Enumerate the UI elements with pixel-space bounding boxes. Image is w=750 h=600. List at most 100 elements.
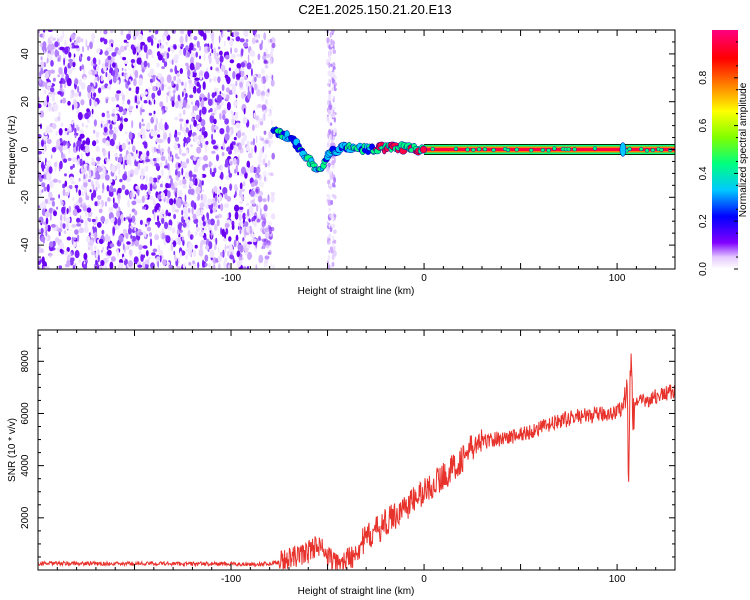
noise-blob <box>213 76 217 83</box>
noise-blob <box>234 183 238 192</box>
noise-blob <box>102 167 106 176</box>
noise-blob <box>86 164 90 171</box>
noise-blob <box>64 128 68 132</box>
noise-blob <box>40 162 44 169</box>
noise-blob <box>141 118 144 123</box>
noise-blob <box>184 194 187 202</box>
noise-blob <box>52 77 56 82</box>
colorbar-axis: 0.0 0.2 0.4 0.6 0.8 <box>698 41 738 276</box>
noise-blob <box>163 238 166 246</box>
noise-blob <box>103 30 108 35</box>
noise-blob <box>124 45 127 51</box>
noise-blob <box>193 218 199 224</box>
noise-blob <box>330 38 333 46</box>
noise-blob <box>223 232 227 239</box>
noise-blob <box>92 189 97 198</box>
noise-blob <box>226 76 231 85</box>
noise-blob <box>43 30 46 33</box>
noise-blob <box>186 65 190 71</box>
noise-blob <box>46 57 49 64</box>
noise-blob <box>194 77 200 81</box>
noise-blob <box>209 167 212 175</box>
noise-blob <box>159 101 164 108</box>
noise-blob <box>255 135 258 144</box>
noise-blob <box>199 75 203 80</box>
noise-blob <box>331 71 335 76</box>
noise-blob <box>74 229 79 235</box>
noise-blob <box>185 45 189 51</box>
noise-blob <box>233 100 238 108</box>
noise-blob <box>158 122 163 130</box>
noise-blob <box>328 90 332 95</box>
noise-blob <box>233 136 237 141</box>
noise-blob <box>207 226 212 231</box>
noise-blob <box>208 241 213 250</box>
noise-blob <box>68 205 72 213</box>
noise-blob <box>109 190 114 197</box>
noise-blob <box>258 181 265 188</box>
noise-blob <box>226 146 231 152</box>
noise-blob <box>116 210 120 218</box>
noise-blob <box>261 68 266 75</box>
noise-blob <box>97 165 102 173</box>
noise-blob <box>181 81 184 86</box>
noise-blob <box>77 158 80 163</box>
noise-blob <box>178 147 182 155</box>
noise-blob <box>196 146 202 154</box>
noise-blob <box>130 234 133 239</box>
noise-blob <box>220 64 226 72</box>
noise-blob <box>261 40 264 45</box>
noise-blob <box>112 226 116 235</box>
noise-blob <box>181 216 184 224</box>
signal-blob <box>566 147 571 152</box>
noise-blob <box>108 235 111 242</box>
noise-blob <box>109 178 113 183</box>
noise-blob <box>192 105 195 113</box>
noise-blob <box>123 39 128 43</box>
noise-blob <box>106 159 108 165</box>
noise-blob <box>163 61 168 67</box>
noise-blob <box>94 245 97 250</box>
noise-blob <box>86 108 90 113</box>
noise-blob <box>142 123 145 127</box>
noise-blob <box>200 100 205 108</box>
signal-blob <box>540 148 545 153</box>
noise-blob <box>254 34 259 40</box>
noise-blob <box>83 181 88 188</box>
noise-blob <box>239 260 243 264</box>
noise-blob <box>231 85 236 95</box>
noise-blob <box>331 164 335 169</box>
noise-blob <box>196 141 201 145</box>
colorbar-tick-label: 0.4 <box>698 166 709 180</box>
noise-blob <box>229 183 233 191</box>
noise-blob <box>250 190 255 198</box>
noise-blob <box>201 126 206 132</box>
noise-blob <box>140 93 145 98</box>
noise-blob <box>74 250 80 259</box>
noise-blob <box>178 163 181 168</box>
noise-blob <box>247 241 253 245</box>
noise-blob <box>171 80 175 87</box>
noise-blob <box>326 37 329 45</box>
noise-blob <box>146 174 148 183</box>
noise-blob <box>271 152 276 160</box>
noise-blob <box>74 41 77 46</box>
noise-blob <box>138 232 144 236</box>
noise-blob <box>185 62 189 67</box>
noise-blob <box>332 235 335 241</box>
noise-blob <box>88 70 92 76</box>
noise-blob <box>129 103 131 112</box>
noise-blob <box>78 258 81 264</box>
noise-blob <box>193 119 198 127</box>
noise-blob <box>179 68 183 74</box>
noise-blob <box>194 262 197 267</box>
noise-blob <box>191 124 193 129</box>
noise-blob <box>119 178 123 183</box>
noise-blob <box>92 57 97 65</box>
noise-blob <box>126 241 131 245</box>
noise-blob <box>90 60 94 67</box>
noise-blob <box>199 202 205 208</box>
noise-blob <box>239 228 242 235</box>
noise-blob <box>328 138 331 144</box>
noise-blob <box>161 58 165 63</box>
